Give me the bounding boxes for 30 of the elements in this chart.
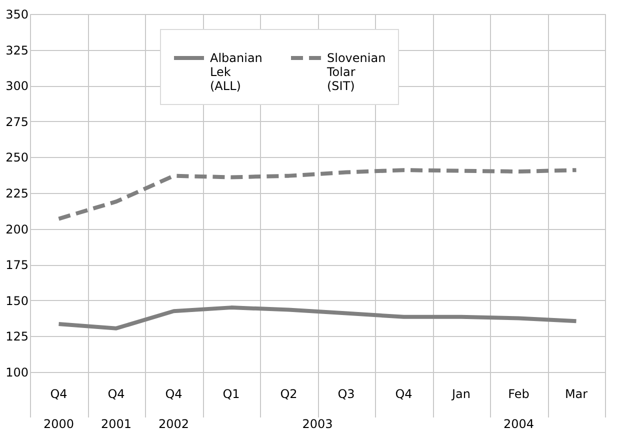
text: 2000 — [43, 417, 74, 431]
y-tick-label: 300 — [6, 79, 28, 94]
x-tick-label: Q4 — [108, 387, 125, 401]
y-tick-label: 100 — [6, 366, 28, 380]
legend-label: Slovenian Tolar (SIT) — [326, 51, 386, 93]
text: 2002 — [158, 417, 190, 431]
text: 2001 — [100, 417, 132, 431]
y-tick-label: 200 — [6, 222, 28, 236]
x-tick-label: Q4 — [50, 387, 68, 401]
x-tick-label: Feb — [508, 387, 530, 401]
x-tick-label: Q3 — [338, 387, 355, 401]
x-tick-label: Q1 — [222, 387, 240, 401]
y-tick-label: 175 — [6, 258, 28, 272]
y-tick-label: 325 — [6, 43, 28, 58]
x-tick-label: Jan — [451, 387, 470, 401]
y-tick-label: 350 — [6, 8, 28, 22]
text: 2004 — [503, 417, 534, 431]
y-tick-label: 250 — [6, 150, 28, 165]
y-tick-label: 150 — [6, 294, 28, 308]
y-tick-label: 275 — [6, 114, 28, 129]
legend-label: Albanian Lek (ALL) — [210, 51, 262, 93]
line-series — [56, 306, 578, 330]
y-tick-label: 125 — [6, 330, 28, 344]
line-series — [56, 168, 578, 221]
text: 2003 — [302, 417, 333, 431]
x-tick-label: Q4 — [165, 387, 182, 401]
y-tick-label: 225 — [6, 186, 28, 200]
x-tick-label: Q2 — [280, 387, 298, 401]
x-tick-label: Mar — [564, 387, 588, 401]
x-tick-label: Q4 — [395, 387, 412, 401]
